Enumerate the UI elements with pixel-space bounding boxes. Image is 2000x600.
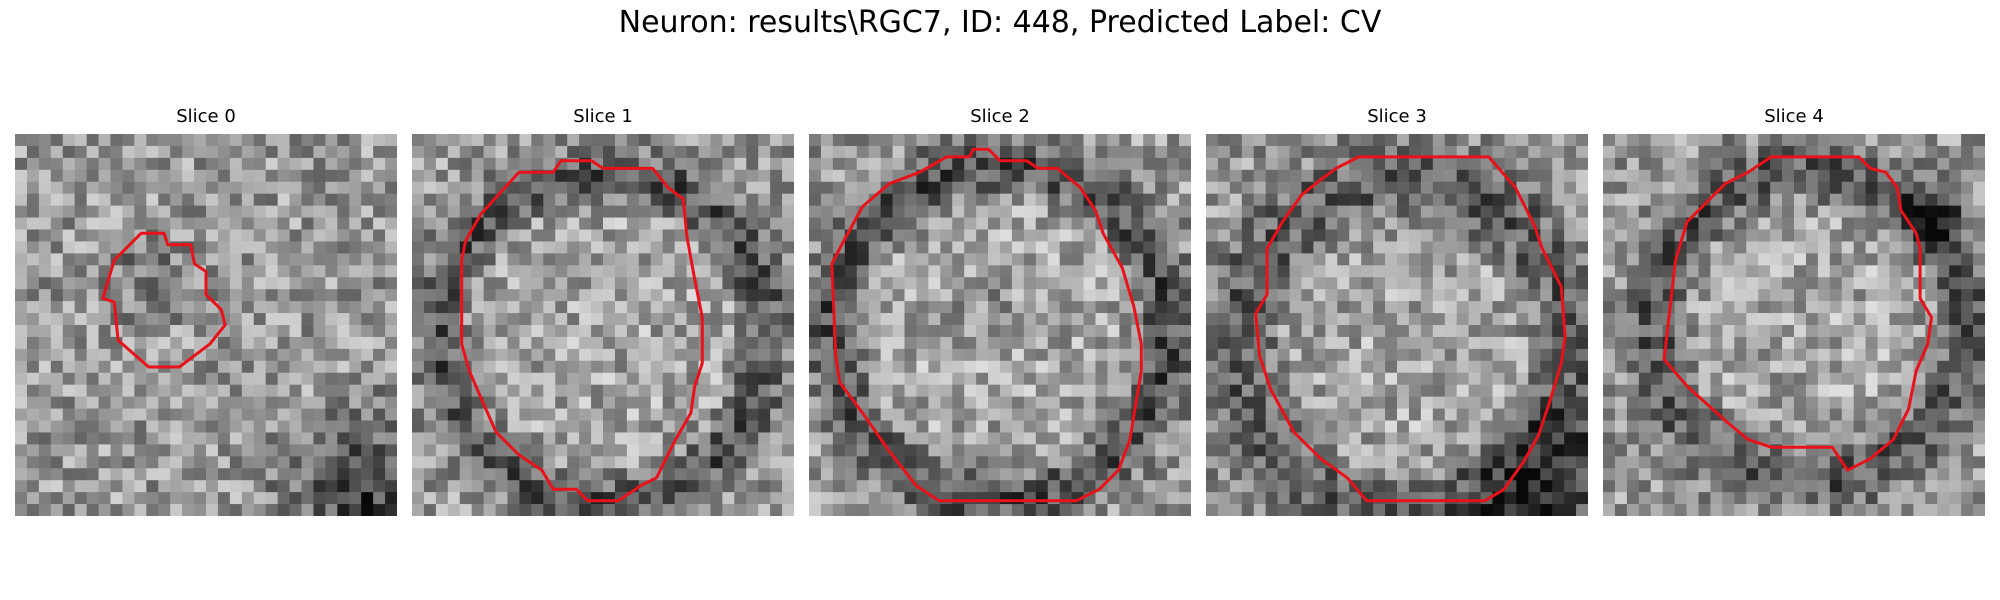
slice-panel-1: Slice 1	[412, 106, 794, 522]
pixel-grid	[412, 134, 794, 516]
slice-image-2	[809, 134, 1191, 516]
slice-title-0: Slice 0	[15, 106, 397, 128]
slice-title-3: Slice 3	[1206, 106, 1588, 128]
slice-title-2: Slice 2	[809, 106, 1191, 128]
pixel-grid	[1603, 134, 1985, 516]
slice-panel-2: Slice 2	[809, 106, 1191, 522]
slice-image-3	[1206, 134, 1588, 516]
slice-panel-4: Slice 4	[1603, 106, 1985, 522]
pixel-grid	[15, 134, 397, 516]
pixel-grid	[1206, 134, 1588, 516]
figure-title: Neuron: results\RGC7, ID: 448, Predicted…	[0, 6, 2000, 40]
pixel-grid	[809, 134, 1191, 516]
slice-image-0	[15, 134, 397, 516]
slice-image-4	[1603, 134, 1985, 516]
slice-title-4: Slice 4	[1603, 106, 1985, 128]
slice-title-1: Slice 1	[412, 106, 794, 128]
slice-panel-0: Slice 0	[15, 106, 397, 522]
slice-panel-3: Slice 3	[1206, 106, 1588, 522]
slice-image-1	[412, 134, 794, 516]
